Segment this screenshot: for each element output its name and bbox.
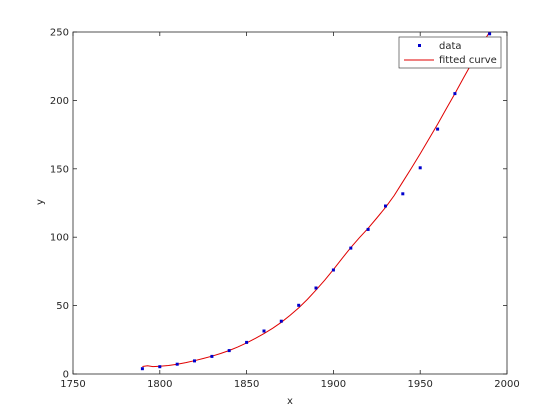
y-tick-label: 50 <box>56 301 69 312</box>
y-tick-label: 250 <box>50 28 69 39</box>
legend: data fitted curve <box>398 36 502 69</box>
x-tick-label: 1950 <box>407 379 432 390</box>
y-tick-label: 100 <box>50 233 69 244</box>
data-point <box>297 303 301 307</box>
data-point <box>366 227 370 231</box>
data-point <box>384 204 387 208</box>
data-point <box>418 166 422 170</box>
x-axis-label: x <box>287 396 293 407</box>
data-series <box>140 32 492 371</box>
x-tick-label: 1900 <box>321 379 346 390</box>
data-point <box>488 32 492 36</box>
x-tick-label: 1850 <box>234 379 259 390</box>
y-axis-label: y <box>35 199 46 205</box>
plot-area <box>72 31 508 375</box>
data-point <box>279 319 283 323</box>
y-axis-ticks: 0 50 100 150 200 250 <box>50 28 507 381</box>
data-point <box>158 365 162 369</box>
legend-data-marker <box>418 44 421 47</box>
x-axis-ticks: 1750 1800 1850 1900 1950 2000 <box>60 32 520 390</box>
data-point <box>210 354 214 358</box>
data-point <box>349 246 353 250</box>
data-point <box>193 359 196 363</box>
x-tick-label: 2000 <box>494 379 519 390</box>
data-point <box>175 362 179 366</box>
data-point <box>262 329 266 333</box>
data-point <box>331 268 335 272</box>
y-tick-label: 0 <box>63 370 69 381</box>
y-tick-label: 150 <box>50 164 69 175</box>
legend-fitted-curve-label: fitted curve <box>439 55 497 66</box>
data-point <box>453 92 457 96</box>
y-tick-label: 200 <box>50 96 69 107</box>
data-point <box>436 127 440 131</box>
data-point <box>401 192 405 196</box>
data-point <box>245 340 249 344</box>
legend-box <box>398 36 502 69</box>
data-point <box>314 286 318 290</box>
legend-data-label: data <box>439 41 462 52</box>
data-point <box>227 349 231 353</box>
x-tick-label: 1800 <box>147 379 172 390</box>
x-tick-label: 1750 <box>60 379 85 390</box>
data-point <box>140 367 144 371</box>
